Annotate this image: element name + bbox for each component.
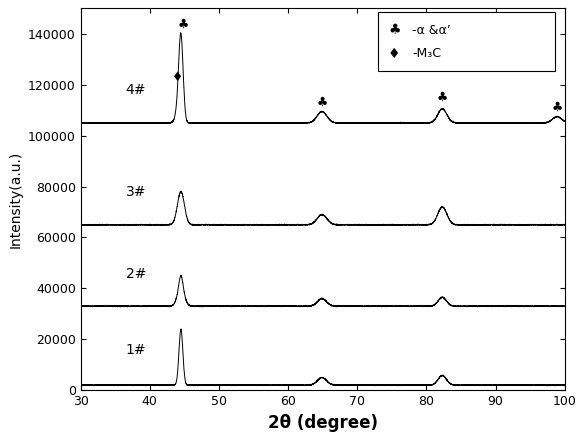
Text: ♦: ♦ [172,71,183,84]
Text: ♣: ♣ [436,91,448,104]
Text: 3#: 3# [126,185,146,199]
Text: ♦: ♦ [388,47,401,61]
Bar [378,12,555,71]
Text: 1#: 1# [126,343,146,357]
Text: 4#: 4# [126,84,146,97]
X-axis label: 2θ (degree): 2θ (degree) [268,414,378,432]
Text: -M₃C: -M₃C [412,47,441,59]
Text: ♣: ♣ [316,95,328,108]
Y-axis label: Intensity(a.u.): Intensity(a.u.) [8,150,22,248]
Text: ♣: ♣ [178,18,190,31]
Text: -α &α’: -α &α’ [412,24,451,37]
Text: ♣: ♣ [388,24,401,37]
Text: 2#: 2# [126,267,146,281]
Text: ♣: ♣ [552,100,563,114]
